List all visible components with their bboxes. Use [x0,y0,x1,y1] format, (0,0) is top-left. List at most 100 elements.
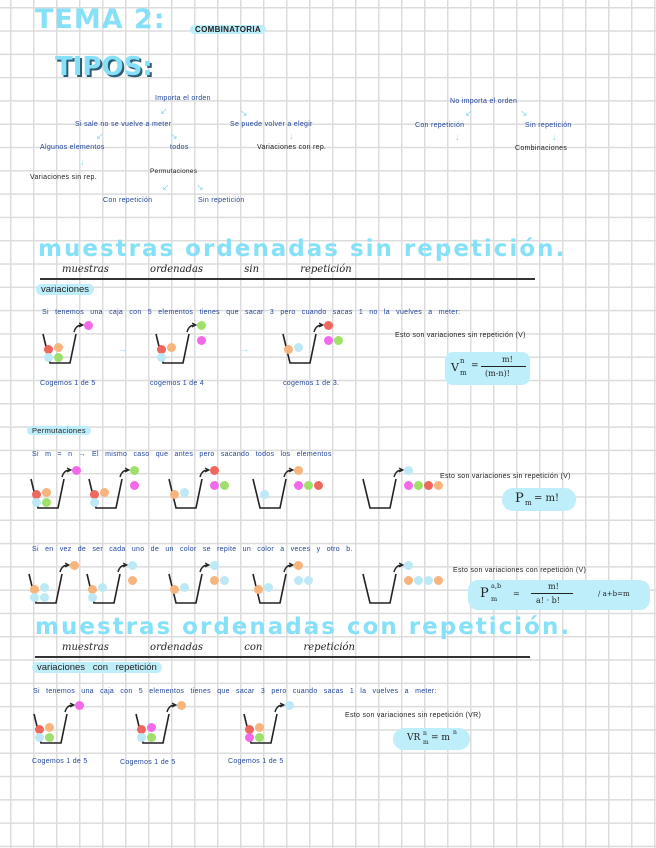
ball-red [324,321,333,330]
ball-blue [180,488,189,497]
bucket [86,561,137,604]
tree-var-sin-rep: Variaciones sin rep. [30,174,97,181]
ball-blue [414,576,423,585]
bucket [28,561,79,604]
arrow-icon: ↘ [170,131,178,141]
tipos-heading: TIPOS: [55,52,153,82]
ball-green [334,336,343,345]
arrow-icon: ↘ [240,108,248,118]
arrow-icon: ↙ [160,106,168,116]
arrow-icon: ↙ [96,131,104,141]
ball-red [44,345,53,354]
arrow-icon: ↘ [520,108,528,118]
ball-orange [170,490,179,499]
tree-perm-con: Con repetición [103,197,153,204]
ball-orange [434,481,443,490]
bucket [42,321,93,364]
tree-comb-con: Con repetición [415,122,465,129]
ball-blue [294,343,303,352]
variaciones-sentence: Si tenemos una caja con 5 elementos tien… [42,309,461,316]
ball-red [424,481,433,490]
variaciones-rep-note: Esto son variaciones sin repetición (VR) [345,712,482,719]
variaciones-rep-label: variaciones con repetición [32,662,162,673]
tree-no-vuelve: Si sale no se vuelve a meter [75,121,172,128]
ball-blue [137,733,146,742]
ball-blue [35,733,44,742]
ball-blue [30,593,39,602]
section-heading-cursive: muestras ordenadas con repetición [62,642,355,653]
arrow-icon: ↓ [289,131,294,141]
permutaciones-rep-note: Esto son variaciones con repetición (V) [453,567,587,574]
ball-orange [294,466,303,475]
bucket [168,466,229,509]
ball-pink [294,481,303,490]
formula-variaciones-repeticion: VR n m = m n [393,728,470,750]
subject-title: COMBINATORIA [190,25,266,34]
bucket [282,321,343,364]
ball-orange [170,585,179,594]
ball-green [45,733,54,742]
variaciones-rep-sentence: Si tenemos una caja con 5 elementos tien… [33,688,437,695]
ball-blue [210,561,219,570]
heading-underline [40,278,535,280]
ball-green [220,481,229,490]
formula-permutaciones: P m = m! [502,488,576,511]
caption: Cogemos 1 de 5 [120,759,176,766]
bucket [252,466,323,509]
ball-blue [180,583,189,592]
ball-orange [70,561,79,570]
ball-pink [75,701,84,710]
bucket [362,561,443,604]
ball-blue [404,466,413,475]
section-heading-sin-repeticion: muestras ordenadas sin repetición. [38,236,567,262]
arrow-icon: → [118,344,127,354]
bucket [155,321,206,364]
bucket-outline-icon [252,467,295,509]
ball-green [42,498,51,507]
permutaciones-sentence: Si m = n → El mismo caso que antes pero … [32,451,332,458]
tree-var-con-rep: Variaciones con rep. [257,144,327,151]
ball-pink [147,723,156,732]
bucket [135,701,186,744]
ball-blue [128,561,137,570]
ball-orange [294,561,303,570]
ball-orange [167,343,176,352]
ball-orange [404,576,413,585]
bucket [88,466,139,509]
ball-orange [284,345,293,354]
variaciones-label: variaciones [36,284,95,295]
ball-blue [157,353,166,362]
ball-orange [254,585,263,594]
tree-permutaciones: Permutaciones [150,168,198,175]
bucket-outline-icon [362,562,405,604]
caption: cogemos 1 de 4 [150,380,205,387]
permutaciones-note: Esto son variaciones sin repetición (V) [440,473,571,480]
ball-orange [255,723,264,732]
ball-blue [404,561,413,570]
ball-red [314,481,323,490]
tree-algunos: Algunos elementos [40,144,105,151]
bucket-outline-icon [168,562,211,604]
tree-importa-orden: Importa el orden [155,95,211,102]
ball-blue [260,490,269,499]
ball-pink [72,466,81,475]
page-title: TEMA 2: [35,4,166,35]
ball-pink [130,481,139,490]
ball-red [210,466,219,475]
ball-red [90,490,99,499]
ball-blue [88,593,97,602]
bucket-outline-icon [252,562,295,604]
ball-orange [210,576,219,585]
ball-blue [90,498,99,507]
heading-underline [35,656,530,658]
ball-orange [128,576,137,585]
ball-blue [304,576,313,585]
tree-comb-sin: Sin repetición [525,122,572,129]
ball-red [245,725,254,734]
bucket [30,466,81,509]
ball-pink [197,336,206,345]
caption: Cogemos 1 de 5 [40,380,96,387]
ball-blue [32,498,41,507]
arrow-icon: ↙ [465,108,473,118]
ball-blue [98,583,107,592]
